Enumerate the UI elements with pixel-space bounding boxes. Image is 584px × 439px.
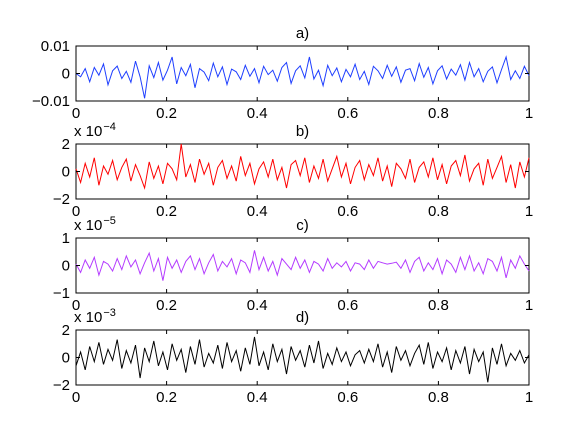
x-tick-label: 0.2: [156, 297, 177, 314]
panel-title: d): [296, 309, 309, 326]
x-tick-label: 0.4: [247, 389, 268, 406]
x-tick-label: 0.2: [156, 203, 177, 220]
x-tick-label: 0.8: [428, 203, 449, 220]
x-tick-label: 0.8: [428, 105, 449, 122]
y-tick-label: 0: [62, 164, 70, 181]
y-tick-label: −2: [53, 377, 70, 394]
y-tick-label: 0: [62, 350, 70, 367]
x-tick-label: 0: [72, 389, 80, 406]
x-tick-label: 1: [525, 389, 533, 406]
x-tick-label: 0: [72, 203, 80, 220]
y-exponent-power: −5: [103, 215, 116, 227]
x-tick-label: 0.4: [247, 105, 268, 122]
x-tick-label: 0: [72, 105, 80, 122]
series-line: [75, 250, 530, 281]
y-tick-label: 2: [62, 322, 70, 339]
series-line: [75, 336, 530, 383]
y-tick-label: −2: [53, 191, 70, 208]
series-line: [75, 55, 530, 99]
x-tick-label: 0: [72, 297, 80, 314]
y-tick-label: −1: [53, 285, 70, 302]
y-tick-label: 0: [62, 66, 70, 83]
x-tick-label: 0.6: [337, 389, 358, 406]
y-exponent-label: x 10: [74, 309, 102, 326]
x-tick-label: 0.6: [337, 297, 358, 314]
x-tick-label: 1: [525, 297, 533, 314]
x-tick-label: 1: [525, 105, 533, 122]
x-tick-label: 0.6: [337, 203, 358, 220]
series-line: [75, 143, 530, 190]
y-tick-label: 0.01: [41, 38, 70, 55]
y-tick-label: −0.01: [32, 93, 70, 110]
x-tick-label: 0.4: [247, 203, 268, 220]
x-tick-label: 0.2: [156, 105, 177, 122]
x-tick-label: 0.8: [428, 297, 449, 314]
y-exponent-power: −3: [103, 307, 116, 319]
x-tick-label: 1: [525, 203, 533, 220]
panel-title: c): [296, 217, 309, 234]
y-tick-label: 1: [62, 230, 70, 247]
axes-box: [75, 45, 530, 102]
y-tick-label: 0: [62, 258, 70, 275]
x-tick-label: 0.2: [156, 389, 177, 406]
x-tick-label: 0.8: [428, 389, 449, 406]
y-exponent-power: −4: [103, 121, 116, 133]
y-exponent-label: x 10: [74, 217, 102, 234]
x-tick-label: 0.6: [337, 105, 358, 122]
y-tick-label: 2: [62, 136, 70, 153]
x-tick-label: 0.4: [247, 297, 268, 314]
panel-title: a): [296, 25, 309, 42]
panel-title: b): [296, 123, 309, 140]
y-exponent-label: x 10: [74, 123, 102, 140]
